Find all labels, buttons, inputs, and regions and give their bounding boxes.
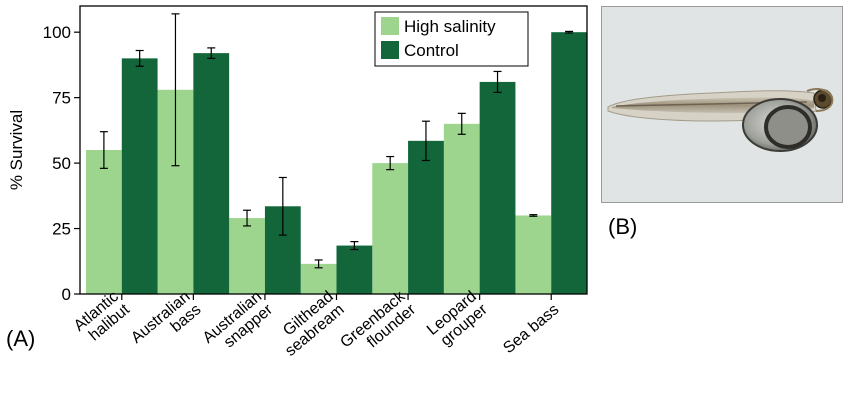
error-bar-control-1: [207, 47, 216, 59]
y-tick-label-50: 50: [52, 154, 71, 173]
error-bar-high-salinity-5: [457, 112, 466, 135]
legend-swatch-high-salinity: [381, 17, 399, 35]
panel-a-label: (A): [6, 326, 35, 351]
legend-box: [374, 11, 529, 67]
fish-larva-photo-icon: [607, 88, 834, 152]
error-bar-high-salinity-1: [171, 13, 180, 167]
bar-control-6: [551, 32, 587, 294]
legend-label-high-salinity: High salinity: [404, 17, 496, 36]
bar-control-5: [479, 81, 516, 294]
y-axis: 0 25 50 75 100: [43, 23, 80, 304]
y-tick-label-100: 100: [43, 23, 71, 42]
error-bar-high-salinity-0: [99, 131, 108, 169]
y-tick-label-75: 75: [52, 89, 71, 108]
x-tick-label-6: Sea bass: [500, 301, 562, 357]
x-tick-label-0: Atlantichalibut: [71, 288, 133, 348]
bar-control-3: [336, 245, 373, 294]
bar-control-1: [193, 53, 230, 294]
error-bars-layer: [99, 13, 574, 269]
bar-high-salinity-0: [86, 150, 122, 294]
bar-high-salinity-2: [229, 218, 265, 294]
bar-high-salinity-6: [515, 215, 552, 294]
error-bar-high-salinity-2: [243, 209, 252, 227]
error-bar-control-2: [278, 176, 287, 236]
bar-high-salinity-3: [300, 263, 337, 294]
error-bar-control-6: [565, 30, 574, 34]
x-tick-label-5: Leopardgrouper: [424, 288, 491, 352]
error-bar-high-salinity-6: [529, 214, 538, 217]
x-axis: AtlantichalibutAustralianbassAustralians…: [71, 287, 562, 359]
bar-high-salinity-5: [443, 123, 480, 295]
error-bar-control-0: [135, 49, 144, 67]
error-bar-control-3: [350, 241, 359, 251]
legend-swatch-control: [381, 41, 399, 59]
fish-larva-photo: [601, 6, 843, 203]
legend-label-control: Control: [404, 41, 459, 60]
error-bar-control-5: [493, 70, 502, 94]
bar-control-0: [121, 58, 158, 295]
bar-control-4: [408, 140, 444, 294]
error-bar-high-salinity-3: [314, 259, 323, 269]
bars-layer: [86, 32, 587, 295]
error-bar-high-salinity-4: [386, 155, 395, 171]
bar-high-salinity-4: [372, 163, 409, 294]
panel-b-label: (B): [608, 214, 638, 239]
y-axis-title: % Survival: [7, 110, 26, 190]
y-tick-label-25: 25: [52, 220, 71, 239]
legend: High salinity Control: [374, 11, 529, 67]
error-bar-control-4: [421, 120, 430, 162]
plot-frame: [79, 5, 588, 295]
y-tick-label-0: 0: [62, 285, 71, 304]
